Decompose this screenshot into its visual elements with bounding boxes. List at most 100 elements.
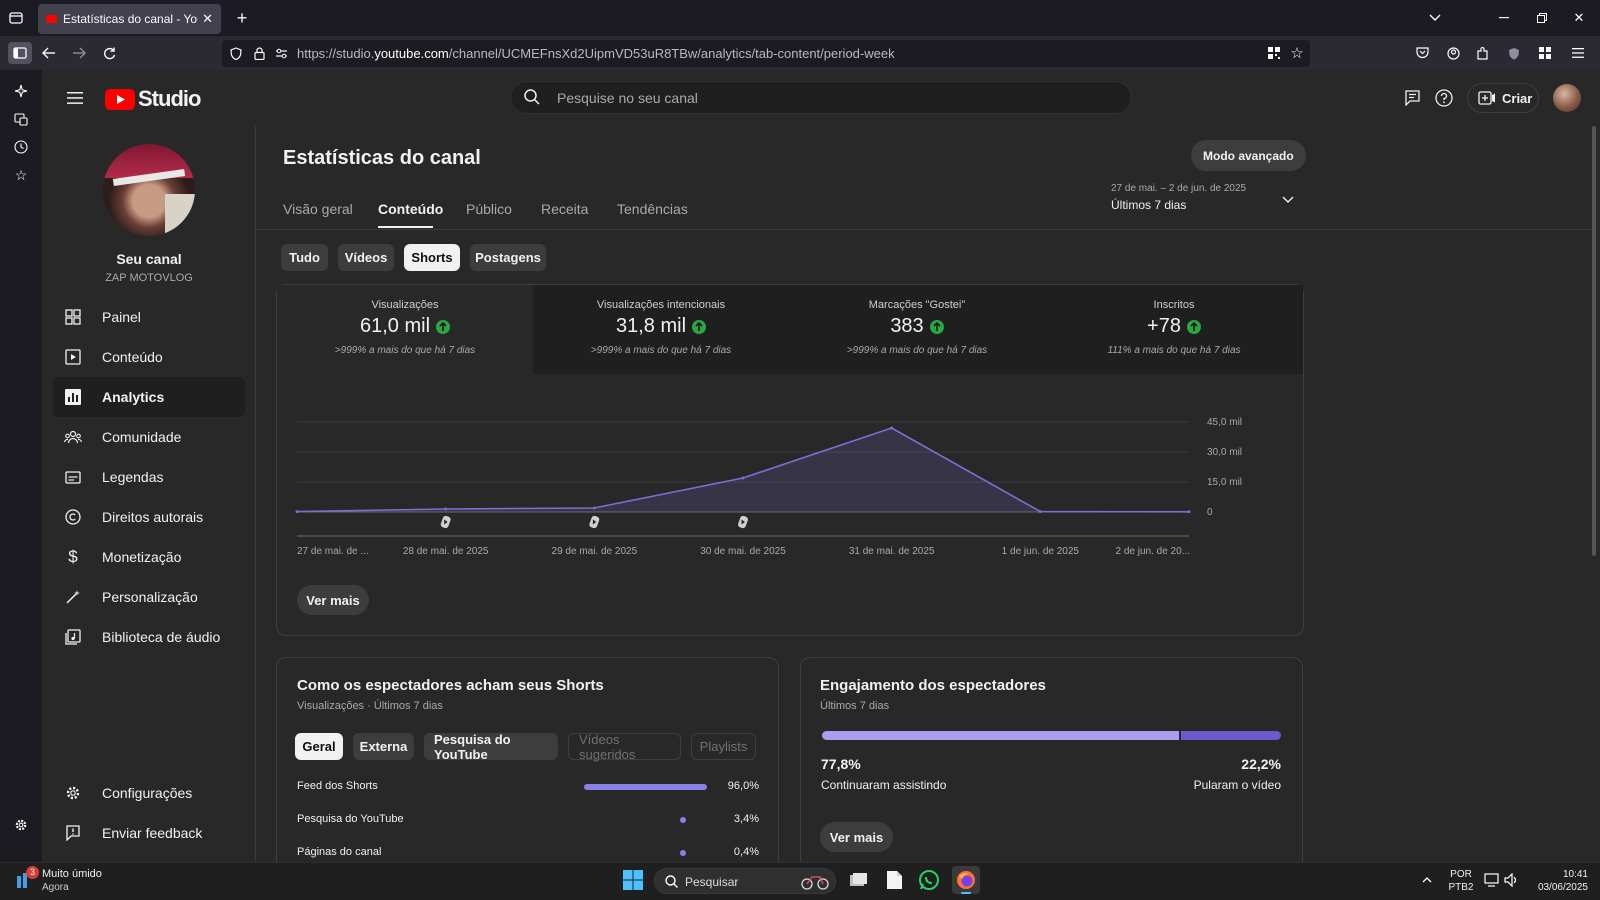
chip-playlists[interactable]: Playlists	[691, 733, 756, 760]
sidebar-item-analytics[interactable]: Analytics	[53, 377, 245, 417]
tab-list-icon[interactable]	[6, 9, 26, 27]
sidebar-item-comunidade[interactable]: Comunidade	[53, 417, 245, 457]
apps-grid-icon[interactable]	[1537, 45, 1553, 61]
chip-tudo[interactable]: Tudo	[281, 244, 328, 271]
weather-widget[interactable]: 3	[14, 866, 39, 891]
sidebar-item-label: Painel	[102, 309, 141, 325]
chart-more-button[interactable]: Ver mais	[297, 585, 369, 615]
shorts-marker-play	[444, 519, 448, 525]
feedback-messages-icon[interactable]	[1401, 87, 1423, 109]
channel-avatar[interactable]	[103, 144, 195, 236]
traffic-row-value: 96,0%	[727, 780, 759, 792]
restore-icon[interactable]	[1533, 9, 1551, 27]
chip-postagens[interactable]: Postagens	[470, 244, 546, 271]
account-avatar[interactable]	[1553, 84, 1581, 112]
task-view-icon[interactable]	[850, 872, 868, 888]
bookmark-star-icon[interactable]: ☆	[1290, 45, 1304, 62]
extensions-icon[interactable]	[1474, 45, 1490, 61]
close-window-icon[interactable]: ✕	[1573, 10, 1585, 25]
metric-likes[interactable]: Marcações "Gostei" 383 >999% a mais do q…	[789, 285, 1045, 374]
metric-intentional-views[interactable]: Visualizações intencionais 31,8 mil >999…	[533, 285, 789, 374]
chip-geral[interactable]: Geral	[295, 733, 343, 760]
tab-tendencias[interactable]: Tendências	[617, 201, 688, 217]
metric-views[interactable]: Visualizações 61,0 mil >999% a mais do q…	[277, 285, 533, 374]
minimize-icon[interactable]	[1495, 9, 1513, 27]
list-item[interactable]: Pesquisa do YouTube 3,4%	[276, 813, 779, 833]
sidebar-item-painel[interactable]: Painel	[53, 297, 245, 337]
reload-icon[interactable]	[100, 44, 118, 62]
url-text[interactable]: https://studio.youtube.com/channel/UCMEF…	[297, 46, 895, 61]
traffic-row-value: 0,4%	[733, 846, 759, 858]
chip-shorts[interactable]: Shorts	[404, 244, 460, 271]
taskbar-search[interactable]: Pesquisar	[654, 868, 836, 894]
sidebar-item-biblioteca-audio[interactable]: Biblioteca de áudio	[53, 617, 245, 657]
sidebar-item-direitos-autorais[interactable]: Direitos autorais	[53, 497, 245, 537]
menu-hamburger-icon[interactable]	[1570, 45, 1586, 61]
firefox-taskbar-item[interactable]	[952, 866, 980, 894]
search-input[interactable]	[510, 81, 1132, 114]
permissions-icon[interactable]	[274, 46, 288, 60]
advanced-mode-button[interactable]: Modo avançado	[1191, 140, 1306, 171]
tab-conteudo[interactable]: Conteúdo	[378, 201, 444, 217]
page-scrollbar[interactable]	[1592, 126, 1596, 556]
url-prefix: https://studio.	[297, 46, 375, 61]
qr-code-icon[interactable]	[1266, 45, 1282, 61]
forward-icon[interactable]	[70, 44, 88, 62]
tab-receita[interactable]: Receita	[541, 201, 589, 217]
date-range-picker[interactable]: 27 de mai. – 2 de jun. de 2025 Últimos 7…	[1111, 183, 1311, 219]
url-bar[interactable]	[222, 40, 1310, 67]
new-tab-icon[interactable]: +	[236, 7, 248, 28]
sidebar-item-conteudo[interactable]: Conteúdo	[53, 337, 245, 377]
chip-videos-sugeridos[interactable]: Vídeos sugeridos	[568, 732, 681, 762]
whatsapp-icon[interactable]	[919, 870, 939, 890]
hamburger-menu-icon[interactable]	[64, 87, 86, 109]
tab-visao-geral[interactable]: Visão geral	[283, 201, 353, 217]
chip-externa[interactable]: Externa	[353, 733, 414, 760]
browser-tab[interactable]: Estatísticas do canal - YouTube ✕	[38, 4, 221, 34]
tray-chevron-up-icon[interactable]	[1420, 873, 1434, 887]
shorts-marker-icon	[738, 515, 748, 529]
engagement-bar-continued	[822, 731, 1180, 740]
views-chart[interactable]: 45,0 mil 30,0 mil 15,0 mil 0 27 de mai. de .…	[277, 380, 1303, 580]
sidebar-item-legendas[interactable]: Legendas	[53, 457, 245, 497]
file-explorer-icon[interactable]	[887, 871, 902, 889]
close-tab-icon[interactable]: ✕	[202, 11, 213, 26]
weather-subtext: Agora	[42, 882, 69, 893]
engagement-more-button[interactable]: Ver mais	[820, 822, 893, 852]
account-icon[interactable]	[1445, 45, 1461, 61]
chevron-down-icon[interactable]	[1281, 193, 1295, 207]
sidebar-item-label: Biblioteca de áudio	[102, 629, 221, 645]
synced-tabs-icon[interactable]	[12, 110, 30, 128]
language-indicator[interactable]: POR PTB2	[1446, 868, 1476, 894]
sidebar-item-monetizacao[interactable]: $ Monetização	[53, 537, 245, 577]
history-icon[interactable]	[12, 138, 30, 156]
sidebar-item-enviar-feedback[interactable]: Enviar feedback	[53, 813, 245, 853]
create-button[interactable]: Criar	[1467, 83, 1539, 113]
tab-overflow-chevron-icon[interactable]	[1426, 9, 1444, 27]
metric-subscribers[interactable]: Inscritos +78 111% a mais do que há 7 di…	[1045, 285, 1303, 374]
tab-publico[interactable]: Público	[466, 201, 512, 217]
list-item[interactable]: Páginas do canal 0,4%	[276, 846, 779, 862]
clock[interactable]: 10:41 03/06/2025	[1528, 868, 1588, 894]
windows-start-icon[interactable]	[623, 870, 643, 890]
back-icon[interactable]	[40, 44, 58, 62]
network-icon[interactable]	[1484, 873, 1500, 887]
traffic-row-value: 3,4%	[733, 813, 759, 825]
studio-logo[interactable]: Studio	[105, 86, 201, 112]
help-icon[interactable]	[1433, 87, 1455, 109]
volume-icon[interactable]	[1504, 873, 1520, 887]
sidebar-item-personalizacao[interactable]: Personalização	[53, 577, 245, 617]
shield-icon[interactable]	[229, 46, 243, 60]
sidebar-toggle-icon[interactable]	[8, 42, 32, 64]
list-item[interactable]: Feed dos Shorts 96,0%	[276, 780, 779, 800]
chip-videos[interactable]: Vídeos	[338, 244, 394, 271]
sidebar-settings-gear-icon[interactable]	[12, 816, 30, 834]
continued-percent: 77,8%	[821, 756, 861, 772]
pocket-icon[interactable]	[1414, 45, 1430, 61]
ai-sparkle-icon[interactable]	[12, 82, 30, 100]
sidebar-item-configuracoes[interactable]: Configurações	[53, 773, 245, 813]
ublock-shield-icon[interactable]	[1506, 45, 1522, 61]
chip-pesquisa-youtube[interactable]: Pesquisa do YouTube	[424, 732, 558, 762]
lock-icon[interactable]	[252, 46, 266, 60]
bookmarks-star-icon[interactable]: ☆	[14, 166, 28, 183]
